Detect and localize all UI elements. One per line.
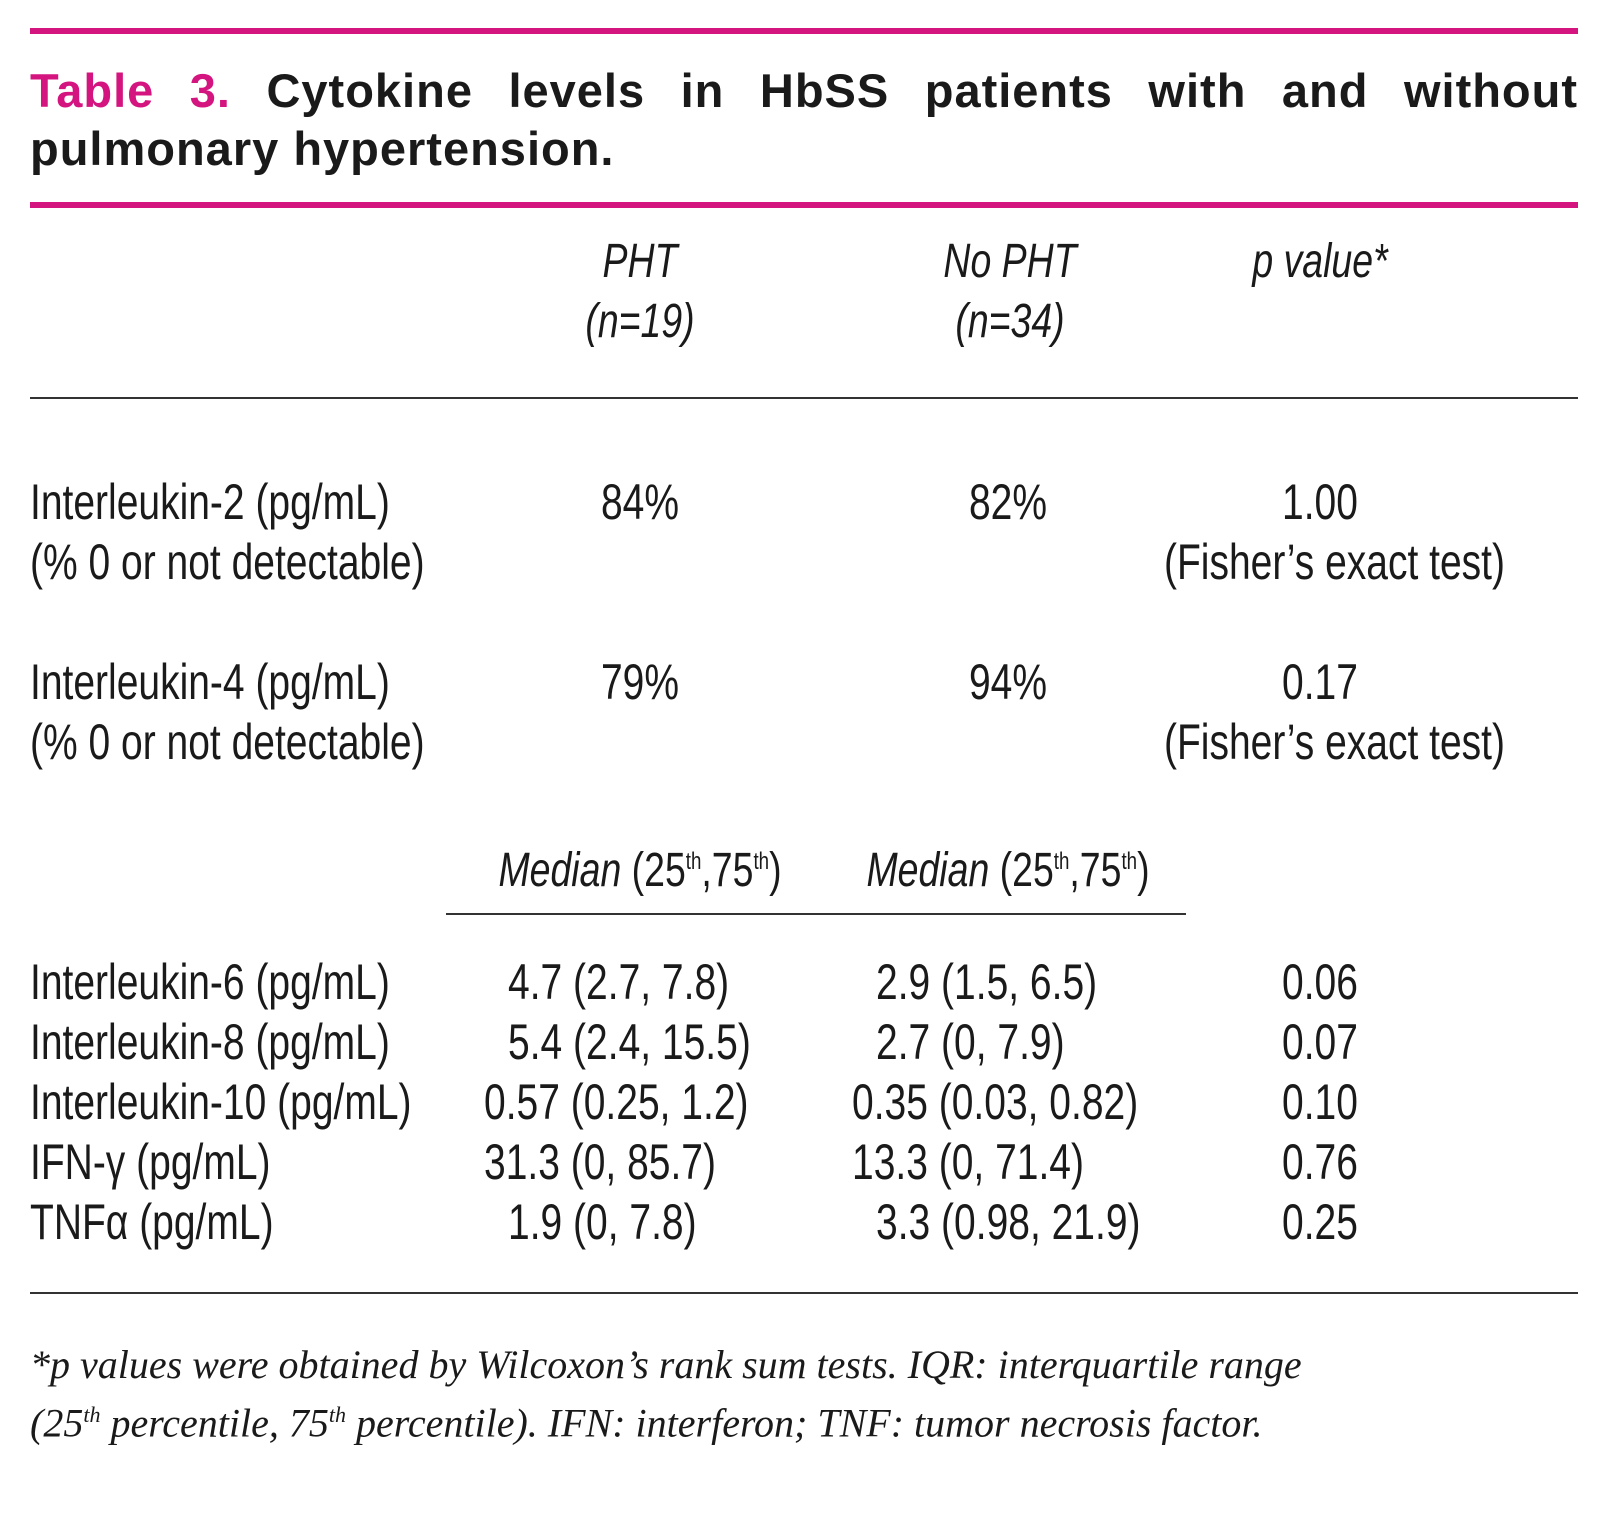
cell-pvalue: 0.06 [1282, 954, 1358, 1010]
top-rule [30, 28, 1578, 34]
cell-nopht: 2.9 (1.5, 6.5) [876, 954, 1098, 1010]
col-header-pht-label: PHT [602, 235, 678, 288]
cell-pvalue: 1.00 [1282, 474, 1358, 530]
footnote-line2: (25th percentile, 75th percentile). IFN:… [30, 1390, 1570, 1448]
title-bottom-rule [30, 202, 1578, 208]
footnote-sup: th [83, 1402, 101, 1427]
table-label: Table 3. [30, 64, 231, 117]
subheader-rule [446, 913, 1186, 915]
row-label: Interleukin-4 (pg/mL) [30, 654, 390, 710]
col-header-pht: PHT (n=19) [546, 232, 733, 352]
cell-pht: 4.7 (2.7, 7.8) [508, 954, 730, 1010]
row-label: TNFα (pg/mL) [30, 1194, 274, 1250]
col-header-pvalue-label: p value* [1252, 235, 1388, 288]
footnote-line1: *p values were obtained by Wilcoxon’s ra… [30, 1342, 1302, 1387]
cell-nopht: 82% [968, 474, 1048, 530]
subheader-sep: ,75 [1069, 844, 1122, 897]
row-label: Interleukin-2 (pg/mL) [30, 474, 390, 530]
subheader-sep: ,75 [701, 844, 754, 897]
subheader-sup: th [1053, 848, 1070, 875]
cell-test: (Fisher’s exact test) [1164, 534, 1505, 590]
subheader-nopht: Median (25th,75th) [844, 832, 1172, 901]
cell-pvalue: 0.17 [1282, 654, 1358, 710]
row-label: Interleukin-10 (pg/mL) [30, 1074, 412, 1130]
footnote-text: percentile, 75 [100, 1400, 329, 1446]
footnote-sup: th [328, 1402, 347, 1427]
subheader-median-label: Median [498, 844, 622, 897]
footnote-text: percentile). IFN: interferon; TNF: tumor… [346, 1400, 1263, 1446]
cell-test: (Fisher’s exact test) [1164, 714, 1505, 770]
cell-nopht: 0.35 (0.03, 0.82) [852, 1074, 1139, 1130]
row-label: Interleukin-6 (pg/mL) [30, 954, 390, 1010]
footnote: *p values were obtained by Wilcoxon’s ra… [30, 1340, 1570, 1448]
cell-pht: 1.9 (0, 7.8) [508, 1194, 697, 1250]
subheader-p25: (25 [631, 844, 686, 897]
cell-nopht: 94% [968, 654, 1048, 710]
subheader-close: ) [769, 844, 782, 897]
col-header-pvalue: p value* [1219, 232, 1422, 292]
col-header-nopht: No PHT (n=34) [913, 232, 1108, 352]
subheader-sup: th [685, 848, 702, 875]
cell-pvalue: 0.10 [1282, 1074, 1358, 1130]
header-rule [30, 397, 1578, 399]
row-sublabel: (% 0 or not detectable) [30, 714, 425, 770]
cell-nopht: 3.3 (0.98, 21.9) [876, 1194, 1141, 1250]
cell-pht: 31.3 (0, 85.7) [484, 1134, 716, 1190]
subheader-close: ) [1137, 844, 1150, 897]
subheader-sup: th [1121, 848, 1138, 875]
row-label: Interleukin-8 (pg/mL) [30, 1014, 390, 1070]
footer-rule [30, 1292, 1578, 1294]
row-label: IFN-γ (pg/mL) [30, 1134, 271, 1190]
subheader-p25: (25 [999, 844, 1054, 897]
table-caption: Cytokine levels in HbSS patients with an… [30, 64, 1578, 175]
cell-nopht: 13.3 (0, 71.4) [852, 1134, 1084, 1190]
cell-pht: 79% [600, 654, 680, 710]
cell-pvalue: 0.07 [1282, 1014, 1358, 1070]
subheader-pht: Median (25th,75th) [476, 832, 804, 901]
cell-nopht: 2.7 (0, 7.9) [876, 1014, 1065, 1070]
col-header-nopht-label: No PHT [943, 235, 1077, 288]
col-header-nopht-n: (n=34) [955, 295, 1065, 348]
cell-pht: 84% [600, 474, 680, 530]
cell-pvalue: 0.76 [1282, 1134, 1358, 1190]
subheader-median-label: Median [866, 844, 990, 897]
col-header-pht-n: (n=19) [585, 295, 695, 348]
row-sublabel: (% 0 or not detectable) [30, 534, 425, 590]
cell-pht: 0.57 (0.25, 1.2) [484, 1074, 749, 1130]
subheader-sup: th [753, 848, 770, 875]
cell-pvalue: 0.25 [1282, 1194, 1358, 1250]
footnote-text: (25 [30, 1400, 84, 1446]
cell-pht: 5.4 (2.4, 15.5) [508, 1014, 751, 1070]
table-title: Table 3. Cytokine levels in HbSS patient… [30, 62, 1578, 178]
